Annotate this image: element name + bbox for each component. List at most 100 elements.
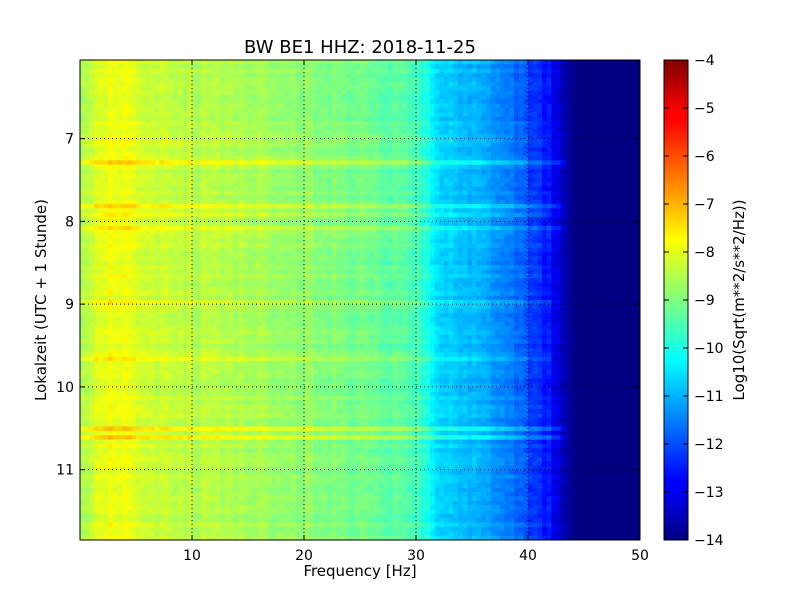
heatmap-cell (537, 160, 543, 166)
heatmap-cell (626, 230, 632, 236)
heatmap-cell (616, 142, 622, 148)
heatmap-cell (565, 108, 571, 113)
heatmap-cell (355, 73, 361, 79)
heatmap-cell (551, 81, 557, 87)
heatmap-cell (150, 68, 156, 74)
heatmap-cell (257, 103, 263, 109)
heatmap-cell (551, 68, 557, 74)
heatmap-cell (598, 90, 604, 96)
heatmap-cell (164, 190, 170, 196)
heatmap-cell (434, 68, 440, 74)
heatmap-cell (346, 68, 352, 74)
heatmap-cell (364, 238, 370, 244)
heatmap-cell (332, 208, 338, 214)
heatmap-cell (537, 151, 543, 157)
heatmap-cell (238, 156, 244, 161)
heatmap-cell (122, 90, 128, 96)
heatmap-cell (196, 112, 202, 118)
heatmap-cell (551, 147, 557, 153)
heatmap-cell (523, 142, 529, 148)
heatmap-cell (262, 182, 268, 188)
heatmap-cell (271, 129, 277, 135)
heatmap-cell (602, 156, 608, 161)
heatmap-cell (84, 125, 90, 131)
heatmap-cell (154, 68, 160, 74)
heatmap-cell (215, 204, 221, 209)
heatmap-cell (453, 217, 459, 223)
heatmap-cell (192, 190, 198, 196)
heatmap-cell (542, 164, 548, 170)
heatmap-cell (206, 186, 212, 192)
heatmap-cell (299, 208, 305, 214)
heatmap-cell (588, 134, 594, 140)
heatmap-cell (280, 238, 286, 244)
heatmap-cell (154, 199, 160, 205)
heatmap-cell (430, 138, 436, 144)
heatmap-cell (500, 134, 506, 140)
heatmap-cell (630, 160, 636, 166)
heatmap-cell (635, 112, 640, 118)
heatmap-cell (294, 164, 300, 170)
heatmap-cell (593, 182, 599, 188)
heatmap-cell (420, 81, 426, 87)
heatmap-cell (318, 156, 324, 161)
heatmap-cell (588, 230, 594, 236)
heatmap-cell (374, 225, 380, 231)
heatmap-cell (318, 129, 324, 135)
heatmap-cell (108, 195, 114, 201)
heatmap-cell (593, 129, 599, 135)
heatmap-cell (318, 125, 324, 131)
heatmap-cell (117, 234, 123, 240)
heatmap-cell (145, 160, 151, 166)
heatmap-cell (304, 173, 310, 179)
heatmap-cell (103, 77, 109, 83)
heatmap-cell (383, 116, 389, 122)
heatmap-cell (462, 73, 468, 79)
heatmap-cell (616, 129, 622, 135)
heatmap-cell (523, 173, 529, 179)
heatmap-cell (304, 60, 310, 65)
heatmap-cell (318, 142, 324, 148)
heatmap-cell (504, 225, 510, 231)
heatmap-cell (276, 121, 282, 127)
heatmap-cell (94, 186, 100, 192)
heatmap-cell (229, 221, 235, 227)
heatmap-cell (481, 108, 487, 113)
heatmap-cell (556, 190, 562, 196)
heatmap-cell (290, 81, 296, 87)
heatmap-cell (84, 68, 90, 74)
heatmap-cell (112, 108, 118, 113)
heatmap-cell (257, 204, 263, 209)
heatmap-cell (509, 190, 515, 196)
heatmap-cell (495, 125, 501, 131)
heatmap-cell (112, 173, 118, 179)
heatmap-cell (537, 190, 543, 196)
heatmap-cell (80, 99, 86, 105)
heatmap-cell (542, 208, 548, 214)
heatmap-cell (509, 234, 515, 240)
heatmap-cell (556, 125, 562, 131)
heatmap-cell (140, 68, 146, 74)
heatmap-cell (117, 195, 123, 201)
heatmap-cell (472, 94, 478, 100)
heatmap-cell (635, 99, 640, 105)
heatmap-cell (103, 103, 109, 109)
heatmap-cell (257, 160, 263, 166)
heatmap-cell (280, 164, 286, 170)
heatmap-cell (336, 112, 342, 118)
heatmap-cell (220, 147, 226, 153)
heatmap-cell (570, 112, 576, 118)
heatmap-cell (486, 177, 492, 183)
heatmap-cell (346, 86, 352, 92)
heatmap-cell (626, 173, 632, 179)
heatmap-cell (458, 77, 464, 83)
heatmap-cell (294, 68, 300, 74)
heatmap-cell (607, 125, 613, 131)
heatmap-cell (341, 134, 347, 140)
heatmap-cell (621, 73, 627, 79)
heatmap-cell (150, 221, 156, 227)
heatmap-cell (612, 94, 618, 100)
heatmap-cell (322, 129, 328, 135)
heatmap-cell (318, 90, 324, 96)
heatmap-cell (453, 94, 459, 100)
